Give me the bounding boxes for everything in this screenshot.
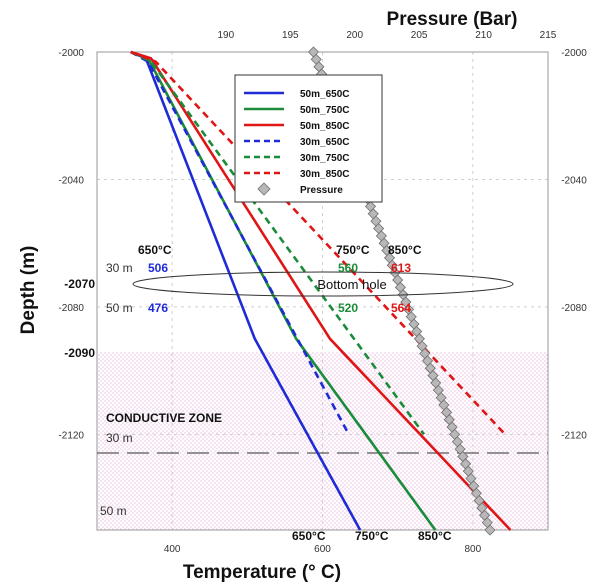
top-tick-label: 190 [218,30,235,41]
pressure-marker [484,524,496,536]
top-tick-label: 195 [282,30,299,41]
end-label-750: 750°C [355,529,389,543]
zone-label-30m: 30 m [106,431,133,445]
annotations: 650°C 750°C 850°C 30 m 506 560 613 50 m … [100,243,452,543]
top-tick-label: 210 [475,30,492,41]
bottom-hole-label: Bottom hole [317,277,386,292]
legend-label-50m_850c: 50m_850C [300,121,349,132]
value-30m-750: 560 [338,261,358,275]
bottom-hole-ellipse [132,271,514,297]
legend-label-pressure: Pressure [300,185,343,196]
legend-label-30m_650c: 30m_650C [300,137,349,148]
end-label-650: 650°C [292,529,326,543]
end-label-850: 850°C [418,529,452,543]
depth-label-2090: -2090 [64,346,95,360]
right-tick-label: -2120 [561,430,587,441]
header-750: 750°C [336,243,370,257]
depth-label-2070: -2070 [64,277,95,291]
y-axis-title: Depth (m) [18,246,39,335]
conductive-zone-label: CONDUCTIVE ZONE [106,411,222,425]
tick-labels: 400 600 800 190 195 200 205 210 215 -2000 -2040 -20… [58,30,587,555]
value-50m-750: 520 [338,301,358,315]
bottom-tick-label: 800 [464,544,481,555]
plot-border [96,51,549,531]
left-tick-label: -2120 [58,430,84,441]
legend-label-30m_850c: 30m_850C [300,169,349,180]
value-30m-650: 506 [148,261,168,275]
legend-label-50m_650c: 50m_650C [300,89,349,100]
legend-items: 50m_650C 50m_750C 50m_850C 30m_650C 30m_750C… [244,89,349,196]
row-label-50m: 50 m [106,301,133,315]
bottom-tick-label: 400 [164,544,181,555]
legend-label-30m_750c: 30m_750C [300,153,349,164]
top-tick-label: 215 [540,30,557,41]
top-tick-label: 200 [346,30,363,41]
pressure-markers [307,46,496,536]
top-tick-label: 205 [411,30,428,41]
series-line-30m_750c [130,50,426,436]
header-650: 650°C [138,243,172,257]
bottom-tick-label: 600 [314,544,331,555]
legend-pressure-marker [257,182,271,196]
bottom-axis-title: Temperature (° C) [183,562,341,583]
right-tick-label: -2040 [561,175,587,186]
value-50m-850: 564 [391,301,411,315]
row-label-30m: 30 m [106,261,133,275]
left-tick-label: -2000 [58,48,84,59]
legend-label-50m_750c: 50m_750C [300,105,349,116]
left-tick-label: -2080 [58,303,84,314]
zone-label-50m: 50 m [100,504,127,518]
right-tick-label: -2000 [561,48,587,59]
header-850: 850°C [388,243,422,257]
series-line-30m_850c [130,50,507,436]
legend: 50m_650C 50m_750C 50m_850C 30m_650C 30m_750C… [234,74,383,203]
left-tick-label: -2040 [58,175,84,186]
value-50m-650: 476 [148,301,168,315]
top-axis-title: Pressure (Bar) [387,9,518,30]
legend-box [234,74,383,203]
right-tick-label: -2080 [561,303,587,314]
value-30m-850: 613 [391,261,411,275]
